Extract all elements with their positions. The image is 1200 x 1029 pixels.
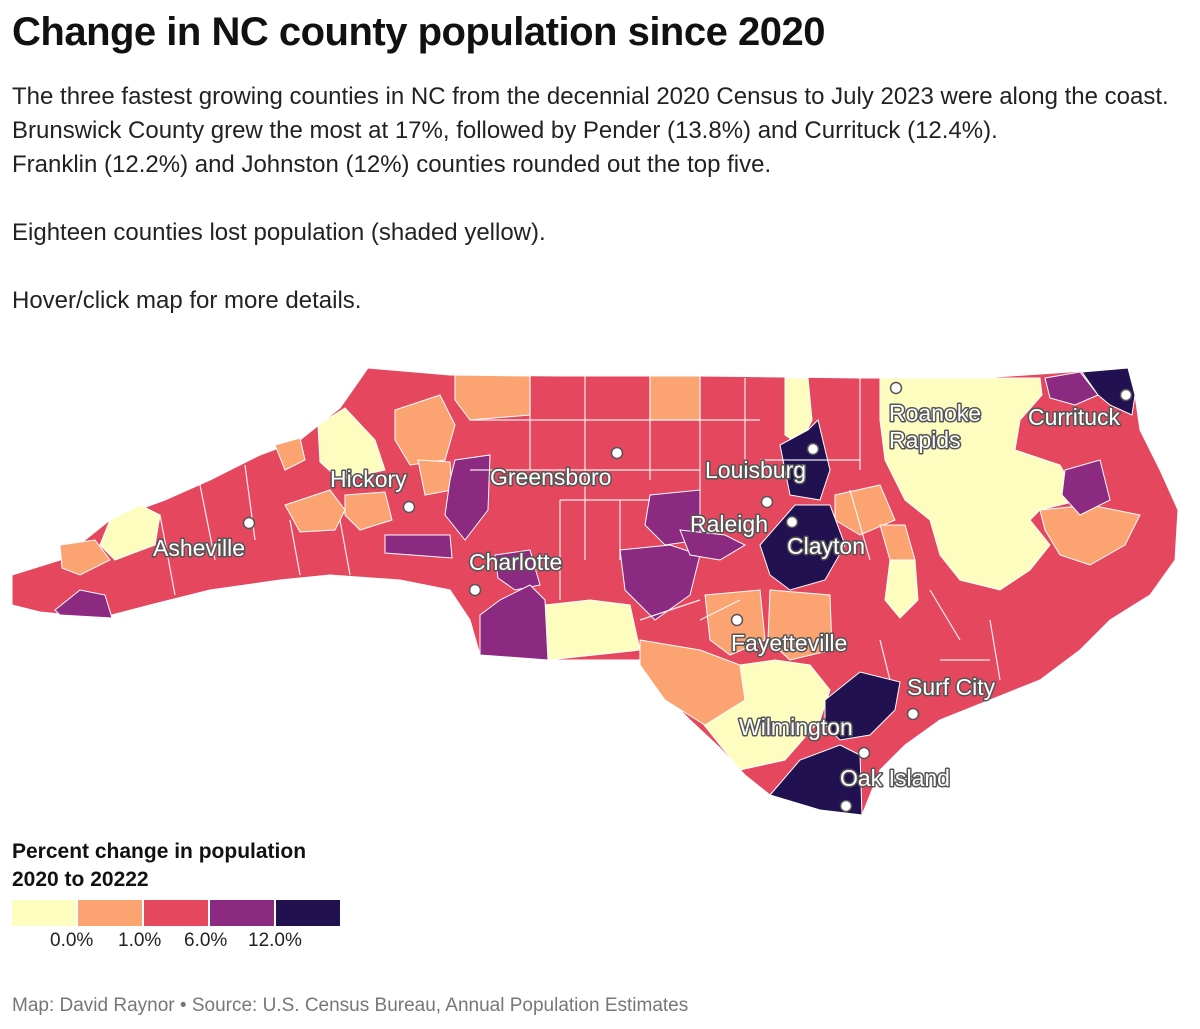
city-dot	[402, 500, 416, 514]
region-coast-low[interactable]	[1039, 504, 1141, 566]
region-piedmont-high-1[interactable]	[444, 454, 491, 541]
legend-swatch-mid	[144, 900, 208, 926]
city-dot	[785, 515, 799, 529]
region-mountain-loss-2[interactable]	[99, 504, 161, 561]
nc-county-map[interactable]: Asheville Hickory Greensboro Charlotte L…	[0, 355, 1200, 835]
city-label: Hickory	[330, 466, 407, 492]
city-label: Greensboro	[490, 464, 611, 490]
region-south-loss-1[interactable]	[541, 599, 641, 661]
city-label: Currituck	[1028, 404, 1121, 430]
region-piedmont-high-2[interactable]	[384, 534, 453, 559]
region-east-low-2[interactable]	[879, 524, 916, 561]
region-north-low-1[interactable]	[454, 374, 531, 421]
city-dot	[610, 446, 624, 460]
city-label: Surf City	[907, 674, 996, 700]
city-dot	[468, 583, 482, 597]
region-currituck-top[interactable]	[1081, 367, 1136, 416]
region-mountain-high[interactable]	[54, 589, 113, 619]
city-asheville[interactable]: Asheville	[152, 516, 256, 563]
city-louisburg[interactable]: Louisburg	[704, 442, 820, 485]
city-clayton[interactable]: Clayton	[785, 515, 866, 561]
legend-swatch-top	[276, 900, 340, 926]
region-sandhills-low-2[interactable]	[767, 589, 833, 661]
description-paragraph-4: Hover/click map for more details.	[12, 287, 362, 314]
city-fayetteville[interactable]: Fayetteville	[730, 613, 849, 658]
region-foothill-low-3[interactable]	[344, 491, 393, 531]
region-johnston-top[interactable]	[759, 504, 846, 591]
city-dot	[906, 707, 920, 721]
city-dot	[839, 799, 853, 813]
city-label: Raleigh	[690, 511, 768, 537]
legend-swatch-low	[78, 900, 142, 926]
city-dot	[806, 442, 820, 456]
region-foothill-low-1[interactable]	[394, 394, 456, 466]
city-label: Wilmington	[739, 714, 853, 740]
city-wilmington[interactable]: Wilmington	[738, 713, 871, 760]
region-south-low[interactable]	[639, 639, 746, 726]
legend-swatch-loss	[12, 900, 76, 926]
city-charlotte[interactable]: Charlotte	[468, 548, 564, 597]
legend-tick-0: 0.0%	[50, 930, 94, 951]
city-dot	[889, 381, 903, 395]
legend-title-line-2: 2020 to 20222	[12, 868, 149, 891]
region-mountain-low-2[interactable]	[274, 437, 306, 471]
description-paragraph-3: Eighteen counties lost population (shade…	[12, 219, 546, 246]
city-currituck[interactable]: Currituck	[1027, 388, 1133, 432]
legend-tick-3: 12.0%	[248, 930, 302, 951]
region-triangle-high-2[interactable]	[619, 544, 701, 621]
city-greensboro[interactable]: Greensboro	[489, 446, 624, 492]
region-currituck-high[interactable]	[1044, 371, 1099, 406]
city-dot	[857, 746, 871, 760]
description-paragraph-2: Franklin (12.2%) and Johnston (12%) coun…	[12, 151, 772, 178]
legend-color-scale	[12, 900, 352, 926]
legend-swatch-high	[210, 900, 274, 926]
legend-tick-1: 1.0%	[118, 930, 162, 951]
region-pender-top[interactable]	[824, 671, 901, 741]
city-label: Oak Island	[840, 765, 950, 791]
legend-ticks: 0.0% 1.0% 6.0% 12.0%	[12, 926, 352, 956]
region-union-high[interactable]	[479, 584, 549, 661]
region-mountain-low[interactable]	[59, 539, 111, 576]
city-label: Rapids	[889, 427, 961, 453]
city-label: Roanoke	[889, 400, 981, 426]
city-dot	[1119, 388, 1133, 402]
legend-title-line-1: Percent change in population	[12, 840, 307, 863]
map-title: Change in NC county population since 202…	[12, 10, 825, 54]
city-label: Asheville	[153, 535, 245, 561]
description-paragraph-1: The three fastest growing counties in NC…	[12, 83, 1169, 144]
city-label: Louisburg	[705, 457, 806, 483]
region-triangle-high-3[interactable]	[679, 529, 747, 561]
map-legend: Percent change in population 2020 to 202…	[12, 838, 352, 956]
city-label: Fayetteville	[731, 630, 847, 656]
city-oak-island[interactable]: Oak Island	[839, 764, 951, 813]
city-label: Charlotte	[469, 549, 562, 575]
legend-tick-2: 6.0%	[184, 930, 228, 951]
city-dot	[730, 613, 744, 627]
city-label: Clayton	[787, 533, 865, 559]
region-mountain-loss-1[interactable]	[317, 407, 386, 481]
city-surf-city[interactable]: Surf City	[906, 673, 997, 721]
region-northeast-loss[interactable]	[879, 377, 1081, 591]
source-credit: Map: David Raynor • Source: U.S. Census …	[12, 995, 689, 1016]
description: The three fastest growing counties in NC…	[12, 80, 1182, 318]
region-north-low-2[interactable]	[649, 375, 701, 421]
region-coast-high-1[interactable]	[1061, 459, 1111, 516]
region-east-low-1[interactable]	[834, 484, 896, 536]
city-hickory[interactable]: Hickory	[329, 465, 416, 514]
city-raleigh[interactable]: Raleigh	[689, 495, 774, 539]
city-dot	[760, 495, 774, 509]
city-dot	[242, 516, 256, 530]
county-borders	[159, 376, 1001, 681]
city-roanoke-rapids[interactable]: Roanoke Rapids	[888, 381, 983, 455]
